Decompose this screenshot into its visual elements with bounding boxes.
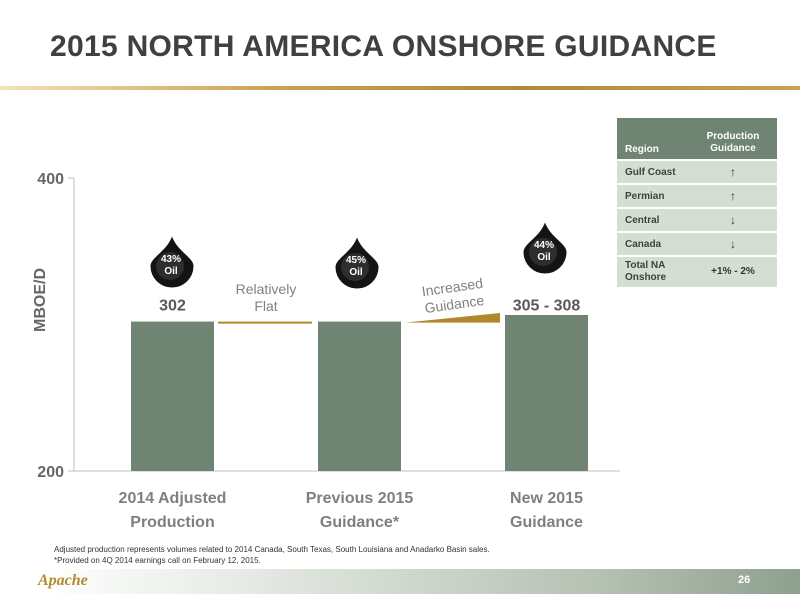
x-tick-label: Guidance [510, 514, 583, 531]
arrow-up-icon: ↑ [689, 184, 777, 209]
x-tick-label: Production [130, 514, 214, 531]
oil-percent-label: 44% [534, 240, 554, 251]
table-row: Central ↓ [617, 208, 777, 233]
guidance-table: Region Production Guidance Gulf Coast ↑ … [617, 118, 777, 289]
table-total-row: Total NA Onshore +1% - 2% [617, 256, 777, 289]
arrow-down-icon: ↓ [689, 232, 777, 257]
total-region-name: Total NA Onshore [617, 256, 689, 289]
table-row: Canada ↓ [617, 232, 777, 257]
apache-logo: Apache [38, 572, 88, 589]
arrow-up-icon: ↑ [689, 160, 777, 185]
annotation-text: Relatively [236, 281, 297, 297]
y-tick-label: 400 [37, 171, 64, 188]
footnote: Adjusted production represents volumes r… [54, 545, 490, 554]
header-production-guidance: Production Guidance [689, 118, 777, 161]
x-tick-label: New 2015 [510, 490, 583, 507]
arrow-down-icon: ↓ [689, 208, 777, 233]
x-tick-label: 2014 Adjusted [119, 490, 227, 507]
oil-label: Oil [349, 267, 363, 278]
increase-connector-wedge [405, 312, 500, 323]
oil-percent-label: 43% [161, 254, 181, 265]
table-row: Gulf Coast ↑ [617, 160, 777, 185]
bar [318, 321, 401, 471]
y-axis-label: MBOE/D [32, 268, 49, 332]
region-name: Central [617, 208, 689, 233]
page-number: 26 [738, 574, 751, 586]
oil-drop-highlight [529, 238, 557, 266]
table-row: Permian ↑ [617, 184, 777, 209]
oil-percent-label: 45% [346, 255, 366, 266]
bar [131, 321, 214, 471]
x-tick-label: Guidance* [320, 514, 400, 531]
region-name: Gulf Coast [617, 160, 689, 185]
oil-drop-highlight [156, 252, 184, 280]
annotation-text: Flat [254, 298, 277, 314]
data-label: 302 [159, 298, 186, 315]
region-name: Canada [617, 232, 689, 257]
oil-drop-highlight [341, 253, 369, 281]
region-name: Permian [617, 184, 689, 209]
header-region: Region [617, 118, 689, 161]
bar [505, 314, 588, 471]
title-underline [0, 86, 800, 90]
slide-title: 2015 NORTH AMERICA ONSHORE GUIDANCE [50, 30, 717, 63]
data-label: 305 - 308 [513, 298, 581, 315]
oil-label: Oil [164, 266, 178, 277]
oil-label: Oil [537, 252, 551, 263]
y-tick-label: 200 [37, 464, 64, 481]
footer-bar [0, 569, 800, 594]
x-tick-label: Previous 2015 [306, 490, 414, 507]
total-guidance-value: +1% - 2% [689, 256, 777, 289]
footnote: *Provided on 4Q 2014 earnings call on Fe… [54, 556, 261, 565]
